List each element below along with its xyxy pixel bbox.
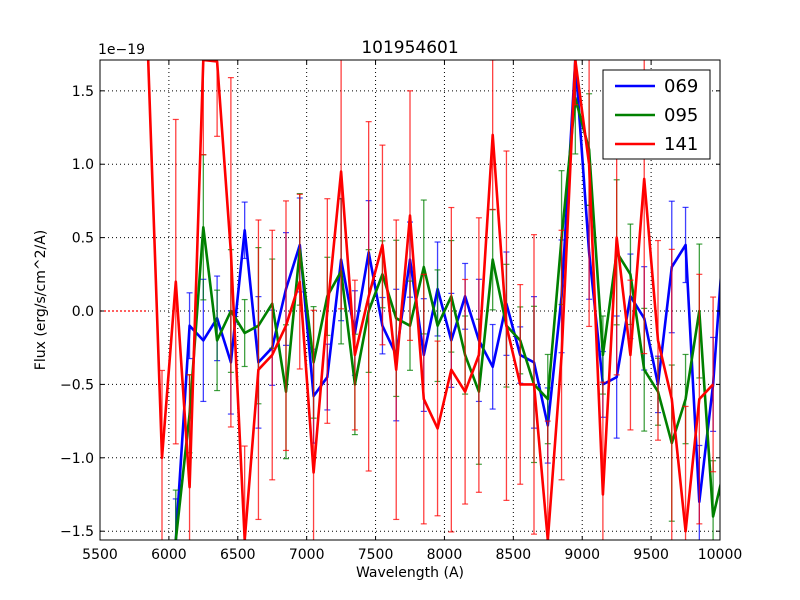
x-tick-label: 5500 — [82, 547, 118, 563]
ticks: 5500 6000 6500 7000 7500 8000 8500 9000 9500 1000… — [60, 60, 742, 563]
x-tick-label: 7500 — [358, 547, 394, 563]
legend-label-095: 095 — [664, 105, 698, 126]
x-tick-label: 10000 — [698, 547, 743, 563]
axes-frame — [99, 59, 721, 541]
y-tick-label: 1.0 — [72, 157, 94, 173]
x-tick-label: 8500 — [496, 547, 532, 563]
x-tick-label: 6000 — [151, 547, 187, 563]
legend: 069 095 141 — [602, 69, 711, 160]
y-tick-label: −0.5 — [60, 377, 94, 393]
y-offset-label: 1e−19 — [98, 42, 145, 58]
series-line-141 — [146, 60, 715, 540]
legend-label-141: 141 — [664, 134, 698, 155]
y-axis-label: Flux (erg/s/cm^2/A) — [33, 230, 49, 370]
y-tick-label: −1.0 — [60, 451, 94, 467]
y-tick-label: 0.5 — [72, 231, 94, 247]
x-tick-label: 7000 — [289, 547, 325, 563]
y-tick-label: 0.0 — [72, 304, 94, 320]
x-tick-label: 9500 — [633, 547, 669, 563]
x-tick-label: 6500 — [220, 547, 256, 563]
x-tick-label: 8000 — [427, 547, 463, 563]
chart-title: 101954601 — [361, 38, 458, 58]
y-tick-label: 1.5 — [72, 84, 94, 100]
y-tick-label: −1.5 — [60, 524, 94, 540]
x-axis-label: Wavelength (A) — [356, 565, 464, 581]
legend-label-069: 069 — [664, 76, 698, 97]
x-tick-label: 9000 — [564, 547, 600, 563]
